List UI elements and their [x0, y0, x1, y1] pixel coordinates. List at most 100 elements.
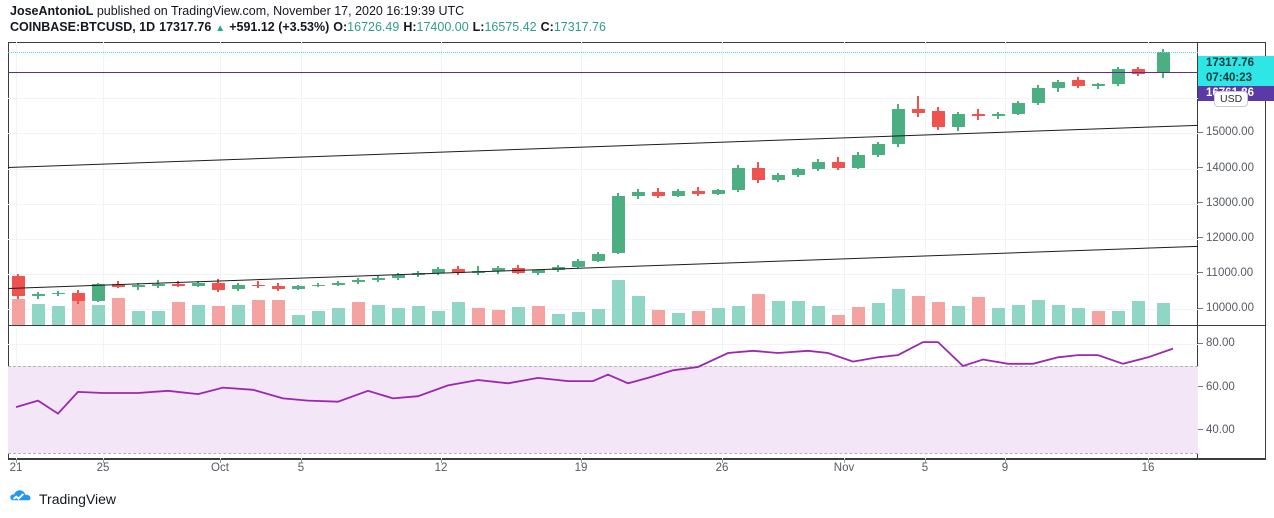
price-change: +591.12 (+3.53%)	[229, 20, 330, 34]
open-label: O:	[333, 20, 348, 34]
volume-bar	[991, 307, 1005, 325]
candle-body	[551, 267, 565, 271]
candle-body	[531, 270, 545, 273]
gridline-vertical	[16, 42, 17, 325]
time-tick-mark	[581, 459, 582, 463]
candle-body	[1111, 69, 1125, 85]
volume-bar	[351, 302, 365, 325]
last-price: 17317.76	[159, 20, 212, 34]
time-axis-tick: 19	[574, 462, 588, 474]
chart-header: JoseAntonioL published on TradingView.co…	[10, 3, 1210, 37]
candle-body	[631, 191, 645, 196]
volume-bar	[751, 294, 765, 325]
volume-bar	[411, 306, 425, 325]
candle-body	[1031, 88, 1045, 104]
volume-bar	[671, 312, 685, 325]
gridline	[8, 203, 1198, 205]
volume-bar	[931, 302, 945, 325]
rsi-band	[8, 366, 1198, 453]
volume-bar	[811, 306, 825, 325]
volume-bar	[311, 311, 325, 325]
rsi-pane[interactable]	[8, 327, 1198, 459]
gridline-vertical	[1148, 42, 1149, 325]
volume-bar	[631, 295, 645, 325]
author-name: JoseAntonioL	[10, 4, 94, 18]
volume-bar	[731, 305, 745, 325]
volume-bar	[571, 312, 585, 325]
time-tick-mark	[722, 459, 723, 463]
candle-wick	[917, 96, 919, 118]
published-text: published on TradingView.com, November 1…	[96, 4, 465, 18]
candle-body	[171, 283, 185, 286]
volume-bar	[891, 289, 905, 325]
price-axis[interactable]: 16000.0015000.0014000.0013000.0012000.00…	[1198, 42, 1274, 459]
purple-level-line	[8, 71, 1198, 73]
volume-bar	[1051, 304, 1065, 325]
gridline	[8, 98, 1198, 100]
volume-bar	[51, 306, 65, 325]
volume-bar	[211, 306, 225, 325]
gridline	[8, 168, 1198, 170]
price-axis-tick: 12000.00	[1198, 232, 1254, 244]
candle-body	[351, 279, 365, 283]
symbol-label[interactable]: COINBASE:BTCUSD, 1D	[10, 20, 156, 34]
close-value: 17317.76	[553, 20, 606, 34]
volume-bar	[691, 310, 705, 325]
volume-bar	[531, 305, 545, 325]
rsi-axis-tick: 60.00	[1198, 381, 1235, 393]
volume-bar	[1091, 310, 1105, 325]
publication-line: JoseAntonioL published on TradingView.co…	[10, 3, 1210, 19]
volume-bar	[451, 302, 465, 325]
candle-body	[231, 284, 245, 290]
volume-bar	[1131, 300, 1145, 325]
candle-body	[731, 167, 745, 191]
candle-body	[431, 269, 445, 273]
time-axis[interactable]: 21 25 Oct 5 12 19 26 Nov 5 9 16	[8, 459, 1198, 479]
volume-bar	[771, 301, 785, 325]
candle-body	[291, 286, 305, 289]
price-pane[interactable]	[8, 42, 1198, 325]
price-axis-tick: 13000.00	[1198, 197, 1254, 209]
volume-bar	[791, 301, 805, 325]
candle-body	[111, 283, 125, 287]
candle-body	[871, 144, 885, 155]
time-tick-mark	[301, 459, 302, 463]
change-arrow-icon: ▲	[215, 23, 226, 34]
trendline-lower[interactable]	[8, 245, 1198, 290]
candle-body	[671, 191, 685, 196]
candle-body	[1131, 69, 1145, 74]
close-label: C:	[540, 20, 554, 34]
candle-wick	[477, 265, 479, 276]
time-axis-tick: 12	[434, 462, 448, 474]
candle-body	[191, 282, 205, 286]
pane-separator	[8, 325, 1266, 326]
time-tick-mark	[220, 459, 221, 463]
candle-body	[611, 195, 625, 253]
volume-bar	[291, 315, 305, 325]
candle-body	[971, 114, 985, 117]
time-tick-mark	[103, 459, 104, 463]
time-axis-tick: Nov	[833, 462, 855, 474]
candle-body	[811, 161, 825, 170]
candle-body	[71, 292, 85, 302]
high-label: H:	[403, 20, 417, 34]
time-axis-tick: 25	[96, 462, 110, 474]
time-axis-tick: 26	[715, 462, 729, 474]
time-tick-mark	[16, 459, 17, 463]
candle-body	[451, 269, 465, 274]
volume-bar	[1011, 305, 1025, 325]
gridline-vertical	[722, 42, 723, 325]
volume-bar	[871, 303, 885, 325]
chart-frame	[8, 42, 1266, 459]
gridline-vertical	[925, 42, 926, 325]
trendline-upper[interactable]	[8, 124, 1198, 168]
gridline-vertical	[581, 42, 582, 325]
volume-bar	[591, 308, 605, 325]
candle-body	[1011, 103, 1025, 114]
candle-body	[1156, 51, 1170, 73]
candle-body	[331, 282, 345, 285]
currency-chip[interactable]: USD	[1214, 91, 1249, 107]
volume-bar	[471, 308, 485, 325]
volume-bar	[1111, 311, 1125, 325]
